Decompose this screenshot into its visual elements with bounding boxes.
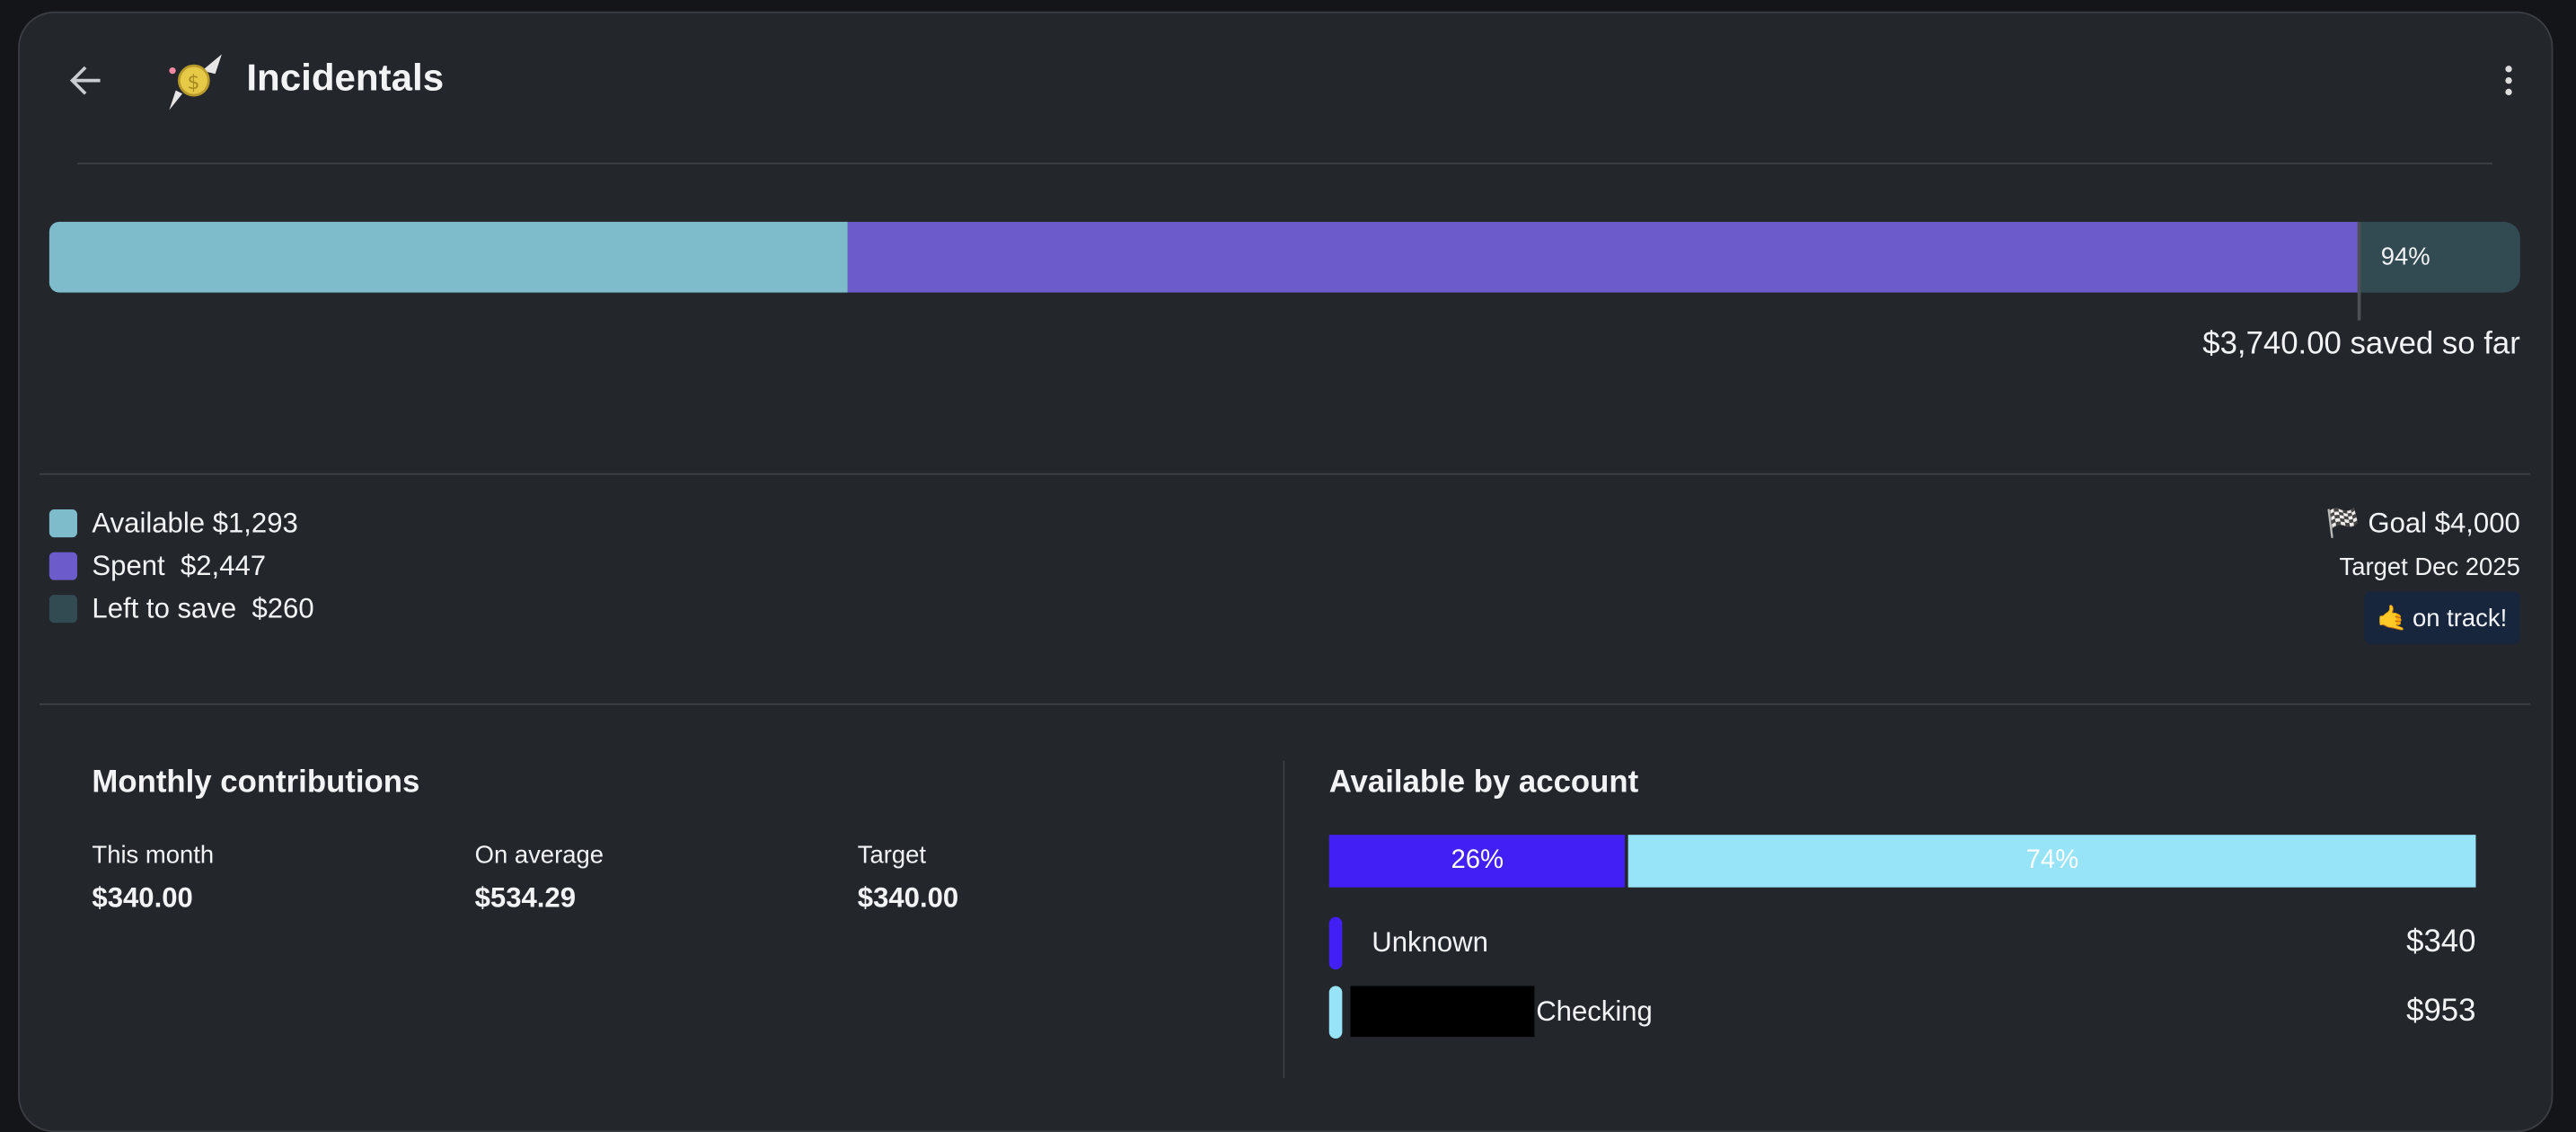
status-badge-label: on track! bbox=[2412, 604, 2508, 632]
account-bar-unknown: 26% bbox=[1328, 835, 1626, 888]
stat-label-this-month: This month bbox=[92, 841, 215, 870]
stat-value-this-month: $340.00 bbox=[92, 882, 193, 914]
legend-left-to-save: Left to save $260 bbox=[92, 593, 314, 625]
stat-value-target: $340.00 bbox=[857, 882, 959, 914]
vertical-divider bbox=[1283, 760, 1285, 1078]
call-me-hand-icon: 🤙 bbox=[2377, 605, 2408, 633]
checkered-flag-icon: 🏁 bbox=[2325, 508, 2360, 539]
legend-spent: Spent $2,447 bbox=[92, 550, 267, 582]
account-amount-checking: $953 bbox=[2406, 994, 2476, 1030]
legend-swatch-available bbox=[49, 509, 77, 538]
arrow-left-icon bbox=[69, 66, 101, 95]
account-color-checking bbox=[1328, 986, 1343, 1039]
legend-swatch-spent bbox=[49, 552, 77, 580]
svg-text:$: $ bbox=[188, 72, 200, 94]
divider bbox=[39, 703, 2530, 705]
legend-swatch-left bbox=[49, 595, 77, 623]
goal-label: Goal $4,000 bbox=[2368, 508, 2520, 539]
legend-available: Available $1,293 bbox=[92, 508, 298, 539]
kebab-menu-icon bbox=[2505, 66, 2512, 96]
progress-marker bbox=[2358, 221, 2361, 321]
account-amount-unknown: $340 bbox=[2406, 924, 2476, 960]
progress-available-segment bbox=[49, 221, 849, 293]
stat-label-average: On average bbox=[474, 841, 604, 870]
saved-so-far: $3,740.00 saved so far bbox=[2202, 326, 2520, 362]
goal-amount: 🏁 Goal $4,000 bbox=[2325, 508, 2520, 541]
redacted-box bbox=[1350, 986, 1535, 1038]
segment-label: 74% bbox=[2025, 845, 2079, 875]
progress-percent: 94% bbox=[2380, 243, 2430, 271]
account-bar-checking: 74% bbox=[1628, 835, 2476, 888]
account-name-checking: Checking bbox=[1536, 995, 1653, 1028]
account-name-unknown: Unknown bbox=[1372, 926, 1488, 959]
progress-left-segment bbox=[2360, 221, 2520, 293]
status-badge: 🤙 on track! bbox=[2363, 591, 2520, 645]
flying-money-coin-icon: $ bbox=[166, 51, 225, 111]
divider bbox=[39, 473, 2530, 475]
account-color-unknown bbox=[1328, 916, 1343, 970]
monthly-contributions-title: Monthly contributions bbox=[92, 765, 420, 800]
goal-card bbox=[18, 11, 2554, 1132]
divider bbox=[76, 163, 2492, 164]
stat-label-target: Target bbox=[857, 841, 927, 870]
back-button[interactable] bbox=[66, 59, 109, 102]
page-title: Incidentals bbox=[246, 56, 445, 99]
segment-label: 26% bbox=[1451, 845, 1504, 875]
progress-spent-segment bbox=[848, 221, 2360, 293]
available-by-account-title: Available by account bbox=[1328, 765, 1639, 800]
target-date: Target Dec 2025 bbox=[2339, 553, 2520, 582]
stat-value-average: $534.29 bbox=[474, 882, 577, 914]
more-menu-button[interactable] bbox=[2494, 59, 2524, 102]
